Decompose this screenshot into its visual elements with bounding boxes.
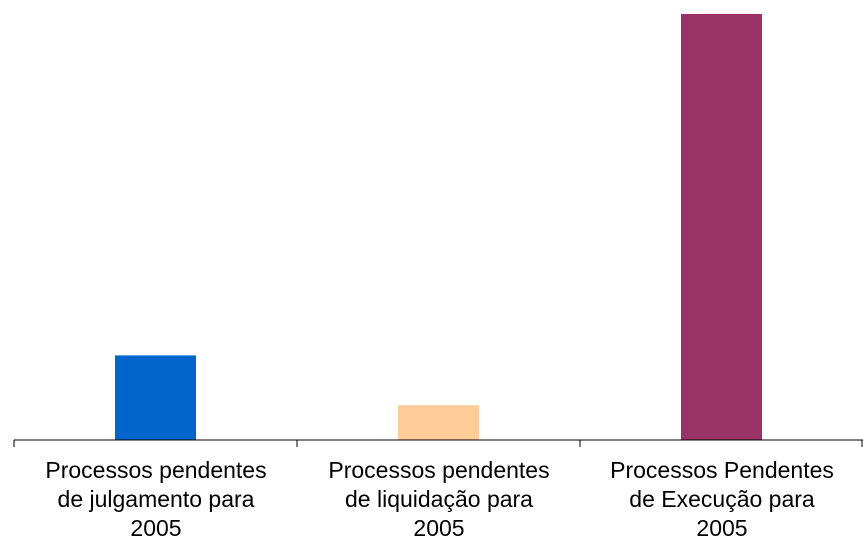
bar-liquidacao xyxy=(398,405,479,440)
x-tick-label-liquidacao: Processos pendentes de liquidação para 2… xyxy=(328,457,550,541)
bars xyxy=(115,14,762,440)
x-tick-label-execucao: Processos Pendentes de Execução para 200… xyxy=(610,457,834,541)
bar-julgamento xyxy=(115,355,196,440)
x-tick-label-julgamento: Processos pendentes de julgamento para 2… xyxy=(45,457,267,541)
bar-execucao xyxy=(681,14,762,440)
